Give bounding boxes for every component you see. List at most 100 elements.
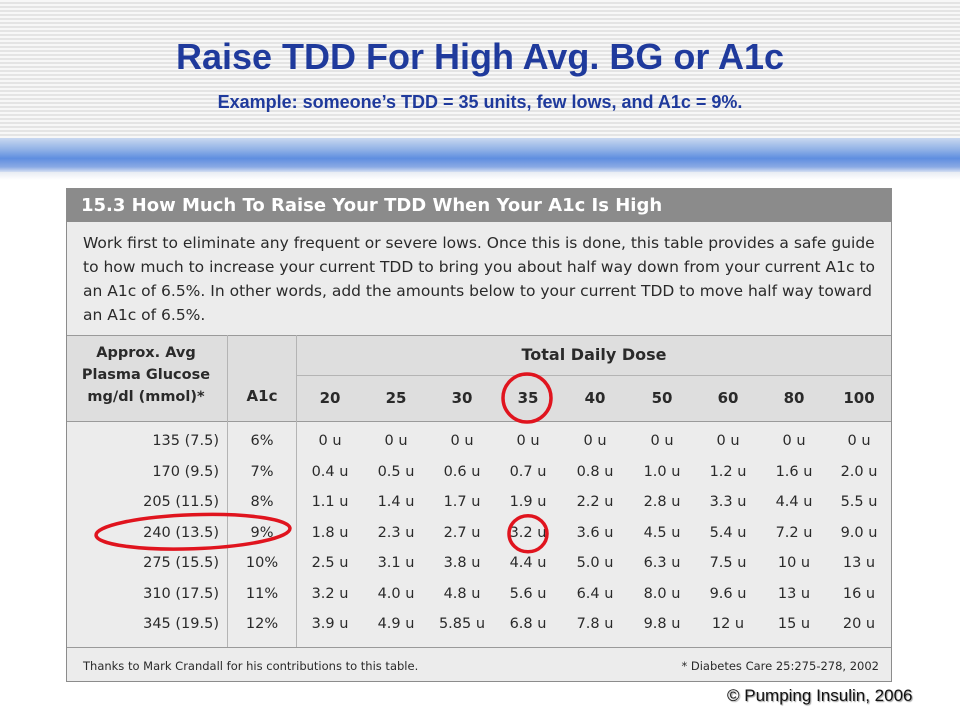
glucose-cell: 240 (13.5) [143,524,219,541]
dose-value-cell: 4.4 u [775,494,813,510]
dose-value-cell: 3.3 u [709,494,747,510]
dose-header-80: 80 [783,389,805,407]
dose-value-cell: 0 u [384,433,408,449]
dose-value-cell: 3.8 u [443,555,481,571]
dose-value-cell: 4.4 u [509,555,547,571]
glucose-cell: 310 (17.5) [143,585,219,602]
dose-value-cell: 4.8 u [443,585,481,602]
table-header-rule [67,421,891,422]
dose-value-cell: 13 u [777,585,811,602]
slide-subtitle: Example: someone’s TDD = 35 units, few l… [217,92,743,112]
a1c-cell: 7% [250,463,274,480]
dose-value-cell: 7.5 u [709,555,747,571]
dose-value-cell: 13 u [842,555,876,571]
dose-value-cell: 0.4 u [311,463,349,480]
glucose-cell: 205 (11.5) [143,494,219,510]
dose-header-40: 40 [584,389,606,407]
dose-header-30: 30 [451,389,473,407]
dose-value-cell: 0.8 u [576,463,614,480]
dose-value-cell: 10 u [777,555,811,571]
dose-value-cell: 0 u [516,433,540,449]
a1c-cell: 9% [250,524,274,541]
dose-value-cell: 0 u [782,433,806,449]
header-band [0,138,960,172]
header-band-shadow [0,172,960,180]
dose-value-cell: 0 u [318,433,342,449]
dose-value-cell: 7.2 u [775,524,813,541]
dose-group-rule [297,375,891,376]
dose-value-cell: 0.5 u [377,463,415,480]
column-divider-a1c [296,335,297,647]
dose-value-cell: 0 u [847,433,871,449]
dose-value-cell: 2.5 u [311,555,349,571]
dose-value-cell: 20 u [842,616,876,632]
copyright-notice: © Pumping Insulin, 2006 [727,686,913,705]
total-daily-dose-header: Total Daily Dose [521,345,667,364]
dose-header-100: 100 [843,389,875,407]
dose-value-cell: 5.0 u [576,555,614,571]
dose-value-cell: 9.8 u [643,616,681,632]
glucose-column-header: Approx. Avg Plasma Glucose mg/dl (mmol)* [67,342,225,408]
slide-header [0,0,960,145]
table-footnote-reference: * Diabetes Care 25:275-278, 2002 [681,659,879,673]
dose-value-cell: 5.85 u [438,616,486,632]
dose-value-cell: 3.1 u [377,555,415,571]
dose-value-cell: 7.8 u [576,616,614,632]
slide-title: Raise TDD For High Avg. BG or A1c [175,36,785,77]
glucose-cell: 345 (19.5) [143,616,219,632]
dose-header-25: 25 [385,389,407,407]
dose-value-cell: 2.7 u [443,524,481,541]
table-top-rule [67,335,891,336]
dose-header-50: 50 [651,389,673,407]
dose-value-cell: 2.8 u [643,494,681,510]
dose-header-60: 60 [717,389,739,407]
dose-value-cell: 1.6 u [775,463,813,480]
dose-value-cell: 1.9 u [509,494,547,510]
dose-value-cell: 1.1 u [311,494,349,510]
dose-value-cell: 0 u [716,433,740,449]
dose-value-cell: 15 u [777,616,811,632]
dose-value-cell: 8.0 u [643,585,681,602]
dose-value-cell: 0.7 u [509,463,547,480]
glucose-header-line-2: Plasma Glucose [81,367,211,383]
a1c-cell: 6% [250,433,274,449]
a1c-cell: 10% [245,555,279,571]
dose-value-cell: 4.0 u [377,585,415,602]
dose-value-cell: 0 u [583,433,607,449]
dose-value-cell: 1.4 u [377,494,415,510]
dose-value-cell: 0 u [450,433,474,449]
table-bottom-rule [67,647,891,648]
dose-header-20: 20 [319,389,341,407]
glucose-header-line-1: Approx. Avg [96,345,196,361]
dose-value-cell: 1.8 u [311,524,349,541]
dose-value-cell: 3.2 u [311,585,349,602]
dose-value-cell: 4.5 u [643,524,681,541]
a1c-column-header: A1c [246,387,278,405]
glucose-cell: 170 (9.5) [152,463,219,480]
dose-value-cell: 2.3 u [377,524,415,541]
glucose-cell: 135 (7.5) [152,433,219,449]
dose-value-cell: 16 u [842,585,876,602]
dose-value-cell: 9.6 u [709,585,747,602]
table-header-background [67,335,891,421]
dose-value-cell: 5.4 u [709,524,747,541]
dose-value-cell: 3.9 u [311,616,349,632]
dose-value-cell: 2.2 u [576,494,614,510]
dose-value-cell: 1.7 u [443,494,481,510]
dose-value-cell: 6.4 u [576,585,614,602]
dose-value-cell: 9.0 u [840,524,878,541]
glucose-cell: 275 (15.5) [143,555,219,571]
dose-value-cell: 4.9 u [377,616,415,632]
dose-value-cell: 5.6 u [509,585,547,602]
dose-value-cell: 0.6 u [443,463,481,480]
dose-value-cell: 1.0 u [643,463,681,480]
glucose-header-line-3: mg/dl (mmol)* [87,389,205,405]
dose-value-cell: 6.8 u [509,616,547,632]
dose-value-cell: 2.0 u [840,463,878,480]
dose-value-cell: 3.2 u [509,524,547,541]
table-heading: 15.3 How Much To Raise Your TDD When You… [67,189,891,222]
table-intro: Work first to eliminate any frequent or … [83,234,876,324]
a1c-cell: 8% [250,494,274,510]
column-divider-glucose [227,335,228,647]
dose-value-cell: 5.5 u [840,494,878,510]
